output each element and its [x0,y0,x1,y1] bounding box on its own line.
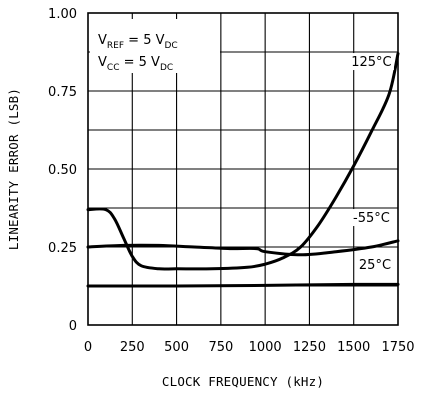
condition-vref: VREF = 5 VDC [98,33,178,51]
series-label: 125°C [351,55,391,70]
y-axis-title: LINEARITY ERROR (LSB) [6,88,21,250]
y-tick-label: 0.25 [48,241,77,256]
conditions-box-bg [90,19,220,73]
y-tick-label: 1.00 [48,7,77,22]
series-label-bg [348,53,394,71]
curve-25c [86,282,400,288]
x-tick-label: 500 [164,340,189,355]
series-labels: 125°C -55°C 25°C [348,53,394,273]
curve-55c [86,239,400,257]
x-tick-label: 250 [120,340,145,355]
series-label-bg [348,209,394,227]
series-label-bg [356,255,394,273]
curves [86,52,400,288]
y-tick-label: 0.75 [48,85,77,100]
curve-125c [86,52,400,271]
x-tick-label: 1500 [337,340,370,355]
x-tick-label: 0 [84,340,92,355]
series-label: 25°C [359,258,391,273]
x-tick-label: 1250 [293,340,326,355]
y-tick-label: 0.50 [48,163,77,178]
x-tick-label: 1750 [381,340,414,355]
condition-vcc: VCC = 5 VDC [98,55,173,73]
plot-frame [87,12,399,326]
x-tick-label: 1000 [249,340,282,355]
tick-labels: 0 250 500 750 1000 1250 1500 1750 0 0.25 0.50 0.75 1… [48,7,415,355]
x-tick-label: 750 [208,340,233,355]
x-axis-title: CLOCK FREQUENCY (kHz) [162,374,324,389]
y-tick-label: 0 [69,319,77,334]
series-label: -55°C [353,211,390,226]
